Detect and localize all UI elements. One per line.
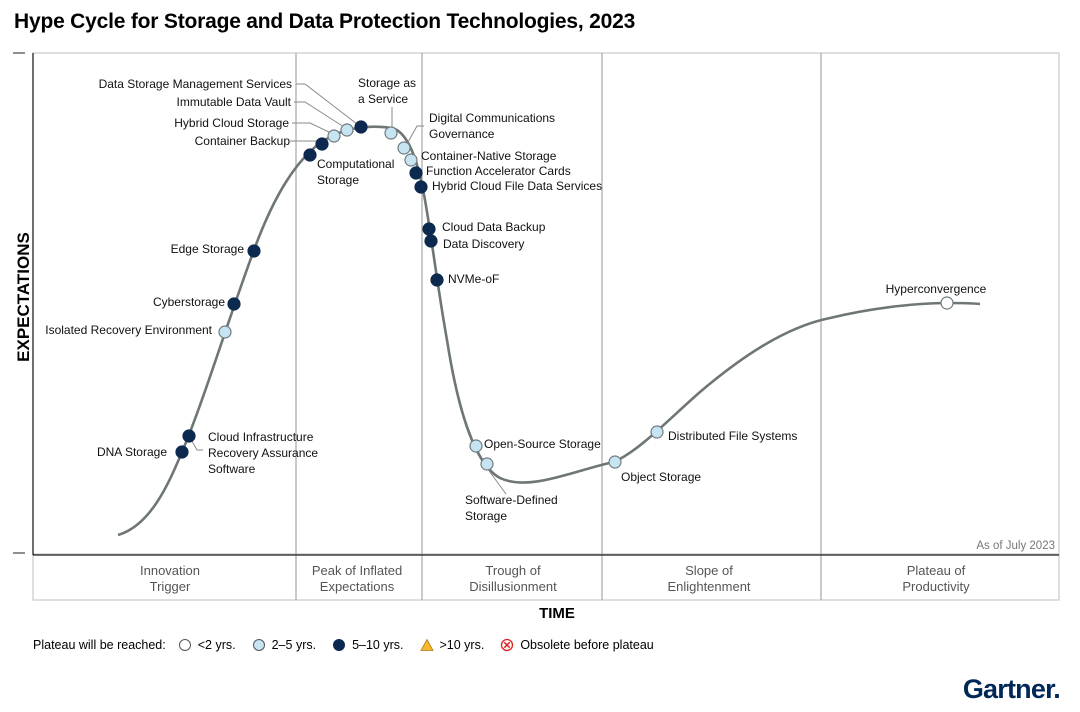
legend-label-lt2: <2 yrs. [197,638,236,652]
point-hyperconvergence [940,296,954,310]
label-cyberstorage: Cyberstorage [153,295,225,309]
label-edge-storage: Edge Storage [171,242,245,256]
point-cyberstorage [227,297,241,311]
phase-label-0: Innovation Trigger [140,563,200,594]
label-distributed-file-systems: Distributed File Systems [668,429,797,443]
y-axis-label: EXPECTATIONS [14,232,33,362]
legend-item-obsolete: Obsolete before plateau [500,638,654,652]
phase-label-3: Slope of Enlightenment [667,563,750,594]
leader-line-software-defined-storage [486,467,507,495]
point-hybrid-cloud-file-data-services [414,180,428,194]
as-of-annotation: As of July 2023 [976,540,1055,552]
leader-line-data-storage-management-services [296,83,358,125]
label-cloud-data-backup: Cloud Data Backup [442,220,546,234]
x-axis-label: TIME [539,605,575,620]
point-storage-as-a-service [384,126,398,140]
hype-curve [117,125,981,537]
label-data-discovery: Data Discovery [443,237,524,251]
legend-label-5to10: 5–10 yrs. [352,638,404,652]
phase-band [32,554,1060,601]
light-blue-circle-icon [252,639,265,651]
point-edge-storage [247,244,261,258]
legend-item-5to10: 5–10 yrs. [332,638,404,652]
label-open-source-storage: Open-Source Storage [484,437,601,451]
label-software-defined-storage: Software-Defined Storage [465,493,558,523]
label-nvme-of: NVMe-oF [448,272,499,286]
label-digital-communications-governance: Digital Communications Governance [429,111,555,141]
point-open-source-storage [469,439,483,453]
point-digital-communications-governance [397,141,411,155]
legend-item-gt10: >10 yrs. [419,638,485,652]
point-computational-storage [303,148,317,162]
legend-label-gt10: >10 yrs. [439,638,485,652]
label-hyperconvergence: Hyperconvergence [886,282,987,296]
point-data-discovery [424,234,438,248]
point-software-defined-storage [480,457,494,471]
chart-title: Hype Cycle for Storage and Data Protecti… [14,10,636,33]
point-object-storage [608,455,622,469]
label-hybrid-cloud-file-data-services: Hybrid Cloud File Data Services [432,179,602,193]
point-immutable-data-vault [340,123,354,137]
legend: Plateau will be reached: <2 yrs. 2–5 yrs… [33,638,670,652]
legend-item-2to5: 2–5 yrs. [252,638,316,652]
phase-label-1: Peak of Inflated Expectations [312,563,402,594]
label-function-accelerator-cards: Function Accelerator Cards [426,164,571,178]
legend-label-2to5: 2–5 yrs. [271,638,317,652]
label-cloud-infrastructure-recovery-assurance-software: Cloud Infrastructure Recovery Assurance So… [208,430,318,476]
label-computational-storage: Computational Storage [317,157,394,187]
leader-line-hybrid-cloud-storage [292,122,332,134]
point-cloud-infrastructure-recovery-assurance-software [182,429,196,443]
label-immutable-data-vault: Immutable Data Vault [177,95,292,109]
label-isolated-recovery-environment: Isolated Recovery Environment [45,323,212,337]
point-distributed-file-systems [650,425,664,439]
label-object-storage: Object Storage [621,470,701,484]
point-cloud-data-backup [422,222,436,236]
point-nvme-of [430,273,444,287]
gartner-logo: Gartner. [962,674,1061,704]
red-x-circle-icon [501,638,514,652]
label-data-storage-management-services: Data Storage Management Services [99,77,292,91]
label-storage-as-a-service: Storage as a Service [358,76,416,106]
point-container-backup [315,137,329,151]
phase-label-4: Plateau of Productivity [902,563,970,594]
dark-blue-circle-icon [333,639,346,651]
leader-line-immutable-data-vault [294,101,345,128]
label-container-backup: Container Backup [195,134,291,148]
legend-title: Plateau will be reached: [33,638,166,652]
legend-label-obsolete: Obsolete before plateau [520,638,654,652]
point-container-native-storage [404,153,418,167]
plot-frame [32,52,1060,555]
point-dna-storage [175,445,189,459]
point-hybrid-cloud-storage [327,129,341,143]
point-function-accelerator-cards [409,166,423,180]
label-container-native-storage: Container-Native Storage [421,149,557,163]
leader-line-digital-communications-governance [406,125,424,145]
point-data-storage-management-services [354,120,368,134]
legend-item-lt2: <2 yrs. [178,638,236,652]
label-hybrid-cloud-storage: Hybrid Cloud Storage [174,116,289,130]
label-dna-storage: DNA Storage [97,445,167,459]
phase-label-2: Trough of Disillusionment [469,563,557,594]
hype-cycle-chart: Innovation Trigger Peak of Inflated Expecta… [13,52,1060,620]
yellow-triangle-icon [419,638,434,651]
point-isolated-recovery-environment [218,325,232,339]
white-circle-icon [178,639,191,651]
